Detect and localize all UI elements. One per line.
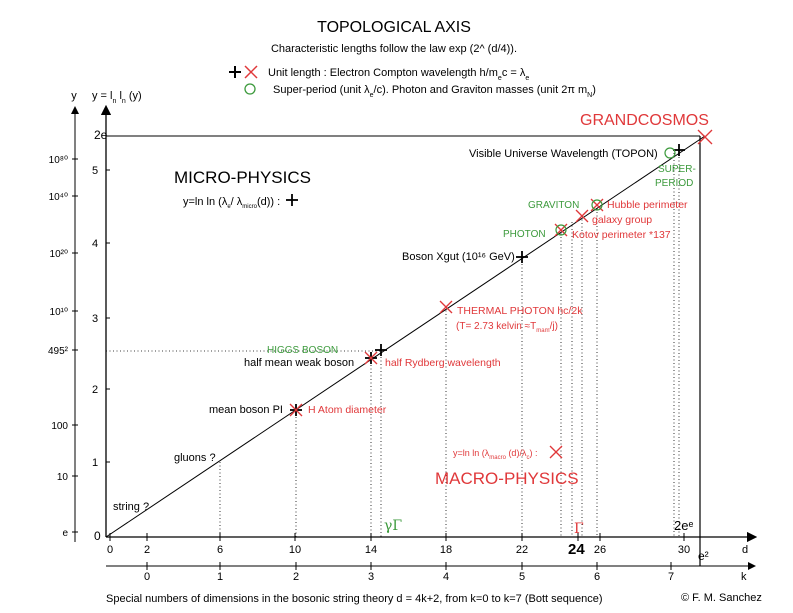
d-tick-label: 22: [516, 544, 528, 556]
legend-super-period: Super-period (unit λ: [273, 84, 370, 96]
axes: [71, 104, 758, 570]
graviton-label: GRAVITON: [528, 200, 579, 211]
y-axis-letter: y: [71, 90, 77, 102]
macro-formula: y=ln ln (λmacro (d)/λc) :: [453, 448, 537, 461]
d-axis-label: d: [742, 544, 748, 556]
half-mean-weak-label: half mean weak boson: [244, 357, 354, 369]
k-tick-label: 3: [368, 571, 374, 583]
micro-formula: y=ln ln (λe/ λmicro(d)) :: [183, 196, 280, 210]
footer-text: Special numbers of dimensions in the bos…: [106, 593, 603, 605]
page-subtitle: Characteristic lengths follow the law ex…: [271, 43, 517, 55]
k-tick-label: 1: [217, 571, 223, 583]
y-left-label: 495²: [48, 346, 69, 357]
cross-icon: [229, 66, 241, 78]
d-tick-label: 30: [678, 544, 690, 556]
k-tick-label: 7: [668, 571, 674, 583]
k-tick-label: 0: [144, 571, 150, 583]
gluons-label: gluons ?: [174, 452, 216, 464]
legend: Unit length : Electron Compton wavelengt…: [229, 65, 596, 99]
d-tick-label: 18: [440, 544, 452, 556]
k-end-label: e²: [698, 549, 709, 563]
y-tick-label: 4: [92, 238, 98, 250]
y-tick-label: 5: [92, 165, 98, 177]
grandcosmos-label: GRANDCOSMOS: [580, 112, 709, 129]
d-tick-label: 2: [144, 544, 150, 556]
y-formula: y = ln ln (y): [92, 90, 142, 105]
mean-boson-pi-label: mean boson PI: [209, 404, 283, 416]
thermal-photon-label-2: (T= 2.73 kelvin ≈Tmam/j): [456, 321, 558, 334]
svg-text:Super-period (unit λe/c). Phot: Super-period (unit λe/c). Photon and Gra…: [273, 84, 596, 99]
guide-lines: [106, 150, 680, 537]
thermal-photon-label: THERMAL PHOTON hc/2k: [457, 305, 583, 317]
photon-label: PHOTON: [503, 229, 546, 240]
k-tick-label: 6: [594, 571, 600, 583]
y-left-label: 10: [57, 472, 69, 483]
k-tick-label: 5: [519, 571, 525, 583]
y-left-label: 10⁸⁰: [49, 155, 68, 166]
kotov-label: Kotov perimeter *137: [572, 229, 671, 241]
k-tick-label: 2: [293, 571, 299, 583]
string-label: string ?: [113, 501, 149, 513]
green-circle-icon: [244, 83, 256, 95]
macro-physics-label: MACRO-PHYSICS: [435, 469, 579, 488]
y-left-label: 10¹⁰: [50, 307, 68, 318]
k-tick-label: 4: [443, 571, 449, 583]
galaxy-group-label: galaxy group: [592, 214, 652, 226]
k-axis-label: k: [741, 571, 747, 583]
micro-physics-label: MICRO-PHYSICS: [174, 168, 311, 187]
page-title: TOPOLOGICAL AXIS: [317, 19, 471, 36]
hubble-label: Hubble perimeter: [607, 199, 688, 211]
y-label-2e: 2e: [94, 128, 108, 142]
d-tick-label: 6: [217, 544, 223, 556]
y-label-0: 0: [94, 529, 101, 543]
y-left-label: 10⁴⁰: [49, 192, 68, 203]
super-period-label-2: PERIOD: [655, 178, 693, 189]
half-rydberg-label: half Rydberg wavelength: [385, 357, 501, 369]
y-left-label: 100: [51, 421, 68, 432]
gamma-label: γΓ: [384, 518, 402, 534]
visible-universe-label: Visible Universe Wavelength (TOPON): [469, 148, 658, 160]
d-special-24: 24: [568, 541, 585, 558]
x-label-2ee: 2eᵉ: [674, 518, 693, 533]
super-period-label: SUPER-: [658, 164, 696, 175]
credit-text: © F. M. Sanchez: [681, 592, 762, 604]
Gamma-label: Γ: [574, 521, 584, 537]
y-tick-label: 3: [92, 313, 98, 325]
legend-unit-length: Unit length : Electron Compton wavelengt…: [268, 67, 498, 79]
d-tick-label: 0: [107, 544, 113, 556]
boson-xgut-label: Boson Xgut (10¹⁶ GeV): [402, 251, 515, 263]
svg-text:Unit length : Electron Compton: Unit length : Electron Compton wavelengt…: [268, 67, 529, 82]
y-left-label: e: [62, 528, 68, 539]
y-tick-label: 2: [92, 384, 98, 396]
main-diagonal: [105, 135, 706, 538]
higgs-label: HIGGS BOSON: [267, 345, 338, 356]
d-tick-label: 14: [365, 544, 377, 556]
d-tick-label: 10: [289, 544, 301, 556]
h-atom-label: H Atom diameter: [308, 404, 387, 416]
markers: [286, 129, 713, 459]
d-tick-label: 26: [594, 544, 606, 556]
y-left-label: 10²⁰: [50, 249, 68, 260]
y-tick-label: 1: [92, 457, 98, 469]
red-x-icon: [244, 65, 258, 79]
